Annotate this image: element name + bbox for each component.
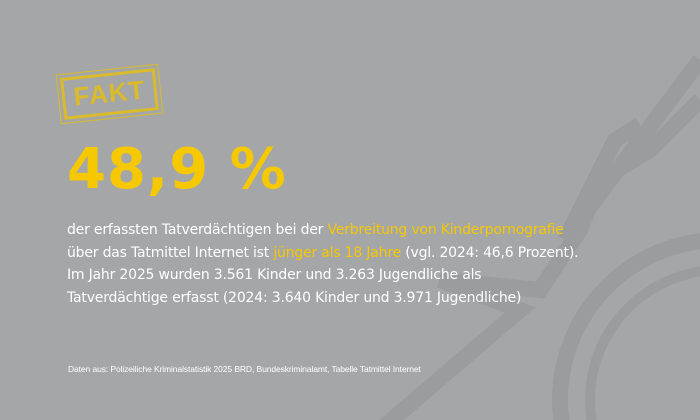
body-line-3: Im Jahr 2025 wurden 3.561 Kinder und 3.2… [67,267,482,283]
highlight-age: jünger als 18 Jahre [273,244,401,261]
body-line-4: Tatverdächtige erfasst (2024: 3.640 Kind… [67,289,522,306]
headline-percentage: 48,9 % [67,137,287,202]
fact-description: der erfassten Tatverdächtigen bei der Ve… [67,219,627,309]
body-line-2: über das Tatmittel Internet ist jünger a… [67,244,579,261]
highlight-distribution: Verbreitung von Kinderpornografie [327,222,564,238]
body-line-1: der erfassten Tatverdächtigen bei der Ve… [67,222,564,238]
source-note: Daten aus: Polizeiliche Kriminalstatisti… [68,364,421,374]
stamp-label: FAKT [72,74,147,112]
